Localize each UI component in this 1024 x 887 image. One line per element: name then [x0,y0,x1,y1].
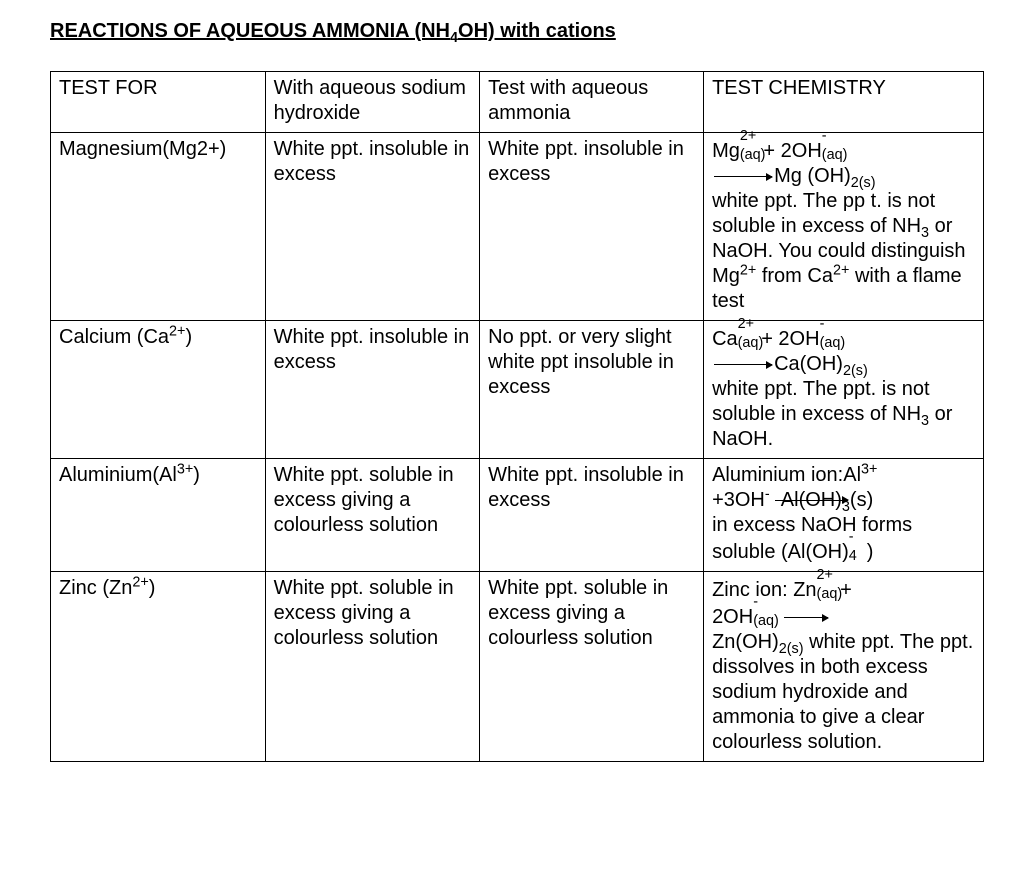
zn-test-for: Zinc (Zn2+) [51,572,266,762]
reactions-table: TEST FOR With aqueous sodium hydroxide T… [50,71,984,762]
title-part-c: OH) with cations [458,20,616,42]
table-row-calcium: Calcium (Ca2+) White ppt. insoluble in e… [51,321,984,459]
title-part-a: REACTIONS OF AQUEOUS AMMONIA (NH [50,20,450,42]
page-title: REACTIONS OF AQUEOUS AMMONIA (NH4OH) wit… [50,20,984,43]
reaction-arrow-strike: Al(OH) [781,488,842,513]
al-ammonia: White ppt. insoluble in excess [480,459,704,572]
table-row-aluminium: Aluminium(Al3+) White ppt. soluble in ex… [51,459,984,572]
header-test-for: TEST FOR [51,72,266,133]
mg-naoh: White ppt. insoluble in excess [265,133,480,321]
al-chemistry: Aluminium ion:Al3+ +3OH- Al(OH)3(s) in e… [704,459,984,572]
reaction-arrow [784,617,828,618]
header-test-chemistry: TEST CHEMISTRY [704,72,984,133]
mg-chemistry: Mg2+(aq) + 2OH-(aq) Mg (OH)2(s) white pp… [704,133,984,321]
table-header-row: TEST FOR With aqueous sodium hydroxide T… [51,72,984,133]
header-with-ammonia: Test with aqueous ammonia [480,72,704,133]
ca-naoh: White ppt. insoluble in excess [265,321,480,459]
ca-ammonia: No ppt. or very slight white ppt insolub… [480,321,704,459]
ca-chemistry: Ca2+(aq) + 2OH-(aq) Ca(OH)2(s) white ppt… [704,321,984,459]
mg-test-for: Magnesium(Mg2+) [51,133,266,321]
zn-naoh: White ppt. soluble in excess giving a co… [265,572,480,762]
al-naoh: White ppt. soluble in excess giving a co… [265,459,480,572]
zn-ammonia: White ppt. soluble in excess giving a co… [480,572,704,762]
al-test-for: Aluminium(Al3+) [51,459,266,572]
zn-chemistry: Zinc ion: Zn2+(aq) + 2OH-(aq) Zn(OH)2(s)… [704,572,984,762]
ca-test-for: Calcium (Ca2+) [51,321,266,459]
table-row-zinc: Zinc (Zn2+) White ppt. soluble in excess… [51,572,984,762]
reaction-arrow [714,364,772,365]
title-sub-4: 4 [450,30,458,46]
header-with-naoh: With aqueous sodium hydroxide [265,72,480,133]
table-row-magnesium: Magnesium(Mg2+) White ppt. insoluble in … [51,133,984,321]
mg-ammonia: White ppt. insoluble in excess [480,133,704,321]
reaction-arrow [714,176,772,177]
